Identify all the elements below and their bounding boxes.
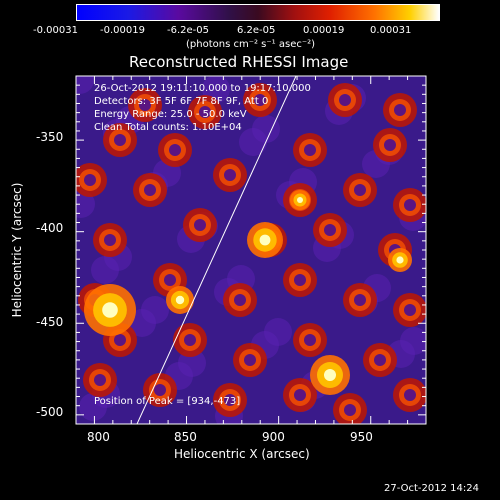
info-energy-range: Energy Range: 25.0 - 50.0 keV	[94, 109, 247, 120]
y-tick-label: -450	[36, 315, 64, 329]
emission-ring-core	[404, 389, 416, 401]
emission-ring-core	[294, 389, 306, 401]
footer-timestamp: 27-Oct-2012 14:24	[384, 483, 479, 494]
y-tick-label: -350	[36, 130, 64, 144]
hot-spot-core	[396, 256, 404, 264]
x-axis-label: Heliocentric X (arcsec)	[174, 447, 310, 461]
emission-ring-core	[164, 274, 176, 286]
background-mottle	[264, 318, 292, 346]
info-detectors: Detectors: 3F 5F 6F 7F 8F 9F, Att 0	[94, 96, 269, 107]
emission-ring-core	[304, 334, 316, 346]
hot-spot-core	[175, 295, 185, 305]
emission-ring-core	[184, 334, 196, 346]
colorbar	[76, 4, 440, 21]
emission-ring-core	[354, 184, 366, 196]
colorbar-tick-label: 0.00031	[370, 25, 412, 36]
x-tick-label: 850	[174, 430, 197, 444]
plot-title: Reconstructed RHESSI Image	[129, 53, 349, 71]
hot-spot-core	[102, 302, 118, 318]
colorbar-tick-label: 6.2e-05	[237, 25, 276, 36]
colorbar-tick-label: -6.2e-05	[167, 25, 209, 36]
emission-ring-core	[84, 174, 96, 186]
emission-ring-core	[354, 294, 366, 306]
emission-ring-core	[294, 274, 306, 286]
emission-ring-core	[404, 199, 416, 211]
emission-ring-core	[169, 144, 181, 156]
colorbar-tick-label: -0.00031	[33, 25, 78, 36]
x-tick-label: 800	[87, 430, 110, 444]
hot-spot-core	[297, 197, 303, 203]
emission-ring-core	[254, 94, 266, 106]
colorbar-tick-label: -0.00019	[100, 25, 145, 36]
axis-ticks	[75, 75, 427, 425]
emission-ring-core	[394, 104, 406, 116]
x-tick-label: 900	[262, 430, 285, 444]
emission-ring-core	[344, 404, 356, 416]
emission-map	[76, 76, 426, 424]
background-mottle	[141, 296, 169, 324]
y-axis-label: Heliocentric Y (arcsec)	[10, 182, 24, 318]
emission-ring-core	[244, 354, 256, 366]
x-tick-label: 950	[350, 430, 373, 444]
colorbar-tick-label: 0.00019	[303, 25, 345, 36]
emission-ring-core	[199, 106, 211, 118]
emission-ring-core	[94, 374, 106, 386]
emission-ring-core	[194, 219, 206, 231]
emission-ring-core	[114, 134, 126, 146]
emission-ring-core	[234, 294, 246, 306]
y-tick-label: -400	[36, 221, 64, 235]
solar-limb-line	[136, 76, 297, 424]
emission-ring-core	[374, 354, 386, 366]
peak-position: Position of Peak = [934,-473]	[94, 396, 241, 407]
background-mottle	[76, 190, 95, 218]
colorbar-units: (photons cm⁻² s⁻¹ asec⁻²)	[186, 39, 316, 50]
hot-spot-core	[259, 234, 271, 246]
y-tick-label: -500	[36, 405, 64, 419]
info-clean-counts: Clean Total counts: 1.10E+04	[94, 122, 242, 133]
background-mottle	[76, 76, 94, 94]
emission-ring-core	[339, 94, 351, 106]
info-time-range: 26-Oct-2012 19:11:10.000 to 19:17:10.000	[94, 83, 311, 94]
emission-ring-core	[144, 184, 156, 196]
emission-ring-core	[154, 384, 166, 396]
background-mottle	[400, 327, 426, 355]
background-mottle	[252, 115, 280, 143]
emission-ring-core	[404, 304, 416, 316]
emission-ring-core	[224, 394, 236, 406]
hot-spot-core	[324, 369, 336, 381]
emission-ring-core	[304, 144, 316, 156]
emission-ring-core	[224, 169, 236, 181]
emission-ring-core	[384, 139, 396, 151]
emission-ring-core	[324, 224, 336, 236]
emission-ring-core	[114, 334, 126, 346]
emission-ring-core	[139, 99, 151, 111]
emission-ring-core	[104, 234, 116, 246]
